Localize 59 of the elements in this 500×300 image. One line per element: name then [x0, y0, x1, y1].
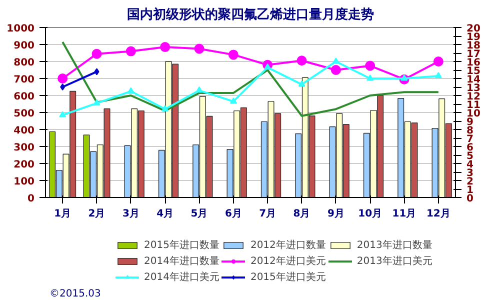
- point: [332, 58, 340, 64]
- x-tick-label: 7月: [259, 208, 276, 220]
- point: [230, 97, 237, 104]
- point: [400, 74, 408, 81]
- y-tick-label: 300: [14, 142, 35, 154]
- chart-title: 国内初级形状的聚四氟乙烯进口量月度走势: [127, 6, 374, 22]
- legend-label: 2015年进口美元: [250, 270, 326, 284]
- point: [298, 80, 306, 87]
- point: [60, 84, 66, 90]
- legend-label: 2013年进口数量: [356, 238, 432, 252]
- y-tick-label: 0: [28, 194, 35, 204]
- legend-label: 2012年进口美元: [250, 254, 326, 268]
- x-tick-label: 11月: [392, 208, 416, 220]
- legend-label: 2014年进口数量: [144, 254, 220, 268]
- y-tick-label: 700: [14, 74, 35, 86]
- line-series: [62, 40, 440, 117]
- x-tick-label: 5月: [190, 208, 208, 220]
- legend-label: 2015年进口数量: [144, 238, 220, 252]
- point: [330, 65, 341, 75]
- point: [160, 42, 170, 52]
- y-tick-label: 100: [14, 176, 35, 188]
- x-tick-label: 8月: [293, 208, 310, 220]
- legend-label: 2012年进口数量: [250, 238, 326, 252]
- y-tick-label: 500: [14, 108, 35, 120]
- point: [433, 56, 444, 66]
- point: [194, 44, 204, 54]
- point: [264, 63, 272, 70]
- point: [196, 86, 203, 93]
- x-tick-label: 12月: [426, 208, 450, 220]
- y-tick-label: 900: [14, 40, 35, 52]
- point: [365, 60, 376, 71]
- point: [92, 48, 102, 59]
- y2-tick-label: 0: [466, 194, 474, 204]
- point: [58, 74, 68, 84]
- y-tick-label: 1000: [6, 24, 35, 34]
- point: [162, 105, 169, 112]
- point: [126, 46, 136, 56]
- y-tick-label: 200: [14, 160, 35, 170]
- point: [59, 111, 66, 118]
- y-tick-label: 800: [14, 58, 35, 68]
- y-tick-label: 400: [14, 126, 35, 136]
- y-tick-label: 600: [14, 92, 35, 102]
- point: [93, 99, 100, 106]
- legend-label: 2014年进口美元: [144, 270, 220, 284]
- x-tick-label: 2月: [88, 208, 106, 220]
- point: [296, 56, 307, 66]
- x-tick-label: 4月: [156, 208, 174, 220]
- text: ©2015.03: [50, 288, 101, 300]
- x-tick-label: 6月: [224, 208, 242, 220]
- point: [127, 87, 134, 94]
- point: [434, 72, 442, 78]
- point: [228, 50, 238, 60]
- point: [94, 68, 100, 76]
- x-tick-label: 1月: [54, 208, 72, 220]
- x-tick-label: 10月: [358, 208, 382, 220]
- legend-label: 2013年进口美元: [356, 254, 432, 268]
- x-tick-label: 3月: [122, 208, 140, 220]
- x-tick-label: 9月: [327, 208, 344, 220]
- point: [366, 74, 374, 81]
